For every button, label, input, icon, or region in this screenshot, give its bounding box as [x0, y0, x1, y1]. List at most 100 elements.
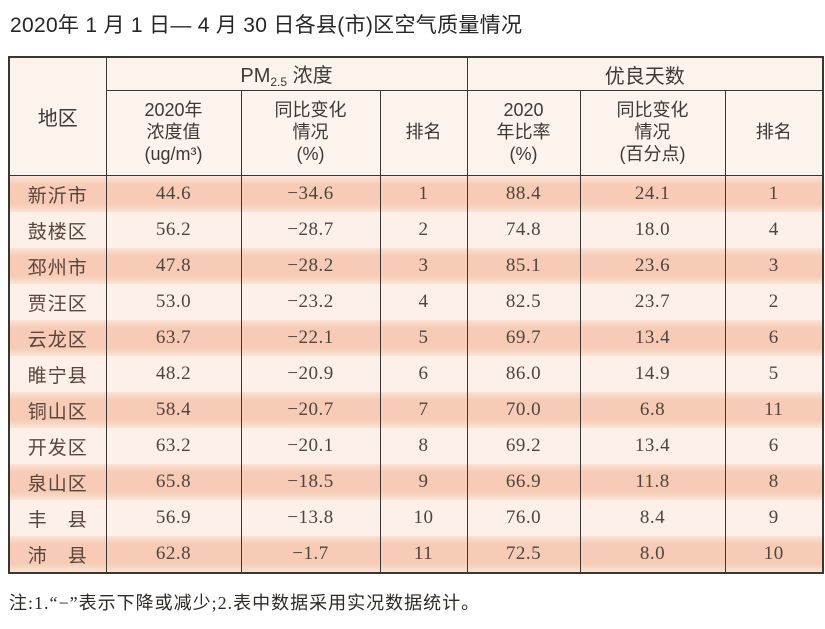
col-header-good-rank: 排名 [724, 90, 824, 176]
pm-value-cell: 47.8 [105, 248, 242, 284]
region-cell: 开发区 [8, 428, 107, 464]
good-rank-cell: 6 [724, 428, 824, 464]
region-cell: 贾汪区 [8, 284, 107, 320]
table-row: 铜山区 58.4 −20.7 7 70.0 6.8 11 [8, 392, 824, 428]
pm-change-cell: −22.1 [240, 320, 381, 356]
pm-rank-cell: 4 [379, 284, 468, 320]
region-cell: 沛 县 [8, 536, 107, 573]
header-group-row: 地区 PM2.5 浓度 优良天数 [8, 56, 824, 176]
pm-change-cell: −20.1 [240, 428, 381, 464]
pm-change-cell: −20.7 [240, 392, 381, 428]
pm-value-cell: 62.8 [105, 536, 242, 573]
pm-change-cell: −13.8 [240, 500, 381, 536]
table-row: 新沂市 44.6 −34.6 1 88.4 24.1 1 [8, 175, 824, 212]
good-ratio-cell: 66.9 [466, 464, 581, 500]
good-ratio-cell: 82.5 [466, 284, 581, 320]
good-change-cell: 13.4 [579, 428, 726, 464]
pm-change-cell: −1.7 [240, 536, 381, 573]
good-change-cell: 6.8 [579, 392, 726, 428]
good-change-cell: 23.6 [579, 248, 726, 284]
pm-value-cell: 65.8 [105, 464, 242, 500]
pm-rank-cell: 11 [379, 536, 468, 573]
table-row: 丰 县 56.9 −13.8 10 76.0 8.4 9 [8, 500, 824, 536]
pm-rank-cell: 3 [379, 248, 468, 284]
table-header: 地区 PM2.5 浓度 优良天数 2020年 浓度值 (ug/m³) 同比变化 … [8, 56, 824, 176]
region-cell: 睢宁县 [8, 356, 107, 392]
pm-change-cell: −20.9 [240, 356, 381, 392]
good-rank-cell: 10 [724, 536, 824, 573]
good-ratio-cell: 69.2 [466, 428, 581, 464]
good-change-cell: 23.7 [579, 284, 726, 320]
good-ratio-cell: 86.0 [466, 356, 581, 392]
good-change-cell: 24.1 [579, 175, 726, 212]
pm-rank-cell: 6 [379, 356, 468, 392]
good-ratio-cell: 88.4 [466, 175, 581, 212]
pm-rank-cell: 2 [379, 212, 468, 248]
pm25-label-suffix: 浓度 [287, 65, 333, 87]
pm-rank-cell: 7 [379, 392, 468, 428]
good-change-cell: 13.4 [579, 320, 726, 356]
good-rank-cell: 9 [724, 500, 824, 536]
pm-value-cell: 56.2 [105, 212, 242, 248]
pm-value-cell: 63.2 [105, 428, 242, 464]
pm-rank-cell: 5 [379, 320, 468, 356]
good-rank-cell: 11 [724, 392, 824, 428]
good-ratio-cell: 74.8 [466, 212, 581, 248]
good-rank-cell: 2 [724, 284, 824, 320]
good-rank-cell: 8 [724, 464, 824, 500]
region-cell: 丰 县 [8, 500, 107, 536]
table-row: 泉山区 65.8 −18.5 9 66.9 11.8 8 [8, 464, 824, 500]
table-body: 新沂市 44.6 −34.6 1 88.4 24.1 1 鼓楼区 56.2 −2… [8, 175, 824, 573]
col-header-pm-rank: 排名 [379, 90, 468, 176]
table-row: 睢宁县 48.2 −20.9 6 86.0 14.9 5 [8, 356, 824, 392]
pm-change-cell: −28.7 [240, 212, 381, 248]
table-row: 鼓楼区 56.2 −28.7 2 74.8 18.0 4 [8, 212, 824, 248]
col-group-pm25: PM2.5 浓度 [105, 56, 468, 91]
pm-rank-cell: 1 [379, 175, 468, 212]
region-cell: 邳州市 [8, 248, 107, 284]
good-change-cell: 8.0 [579, 536, 726, 573]
pm-rank-cell: 8 [379, 428, 468, 464]
good-change-cell: 11.8 [579, 464, 726, 500]
article-page: 2020年 1 月 1 日— 4 月 30 日各县(市)区空气质量情况 地区 P… [0, 9, 825, 615]
col-group-good-days: 优良天数 [466, 56, 824, 91]
header-sub-row: 2020年 浓度值 (ug/m³) 同比变化 情况 (%) 排名 2020 年比… [9, 90, 824, 176]
table-row: 邳州市 47.8 −28.2 3 85.1 23.6 3 [8, 248, 824, 284]
pm25-label-prefix: PM [240, 65, 271, 87]
region-cell: 新沂市 [8, 175, 107, 212]
good-change-cell: 8.4 [579, 500, 726, 536]
pm-value-cell: 48.2 [105, 356, 242, 392]
table-row: 贾汪区 53.0 −23.2 4 82.5 23.7 2 [8, 284, 824, 320]
pm-rank-cell: 10 [379, 500, 468, 536]
page-title: 2020年 1 月 1 日— 4 月 30 日各县(市)区空气质量情况 [10, 14, 523, 37]
pm-change-cell: −28.2 [240, 248, 381, 284]
pm-change-cell: −23.2 [240, 284, 381, 320]
col-header-pm-value: 2020年 浓度值 (ug/m³) [105, 90, 242, 176]
region-cell: 鼓楼区 [8, 212, 107, 248]
region-cell: 泉山区 [8, 464, 107, 500]
good-rank-cell: 5 [724, 356, 824, 392]
region-cell: 铜山区 [8, 392, 107, 428]
pm-change-cell: −18.5 [240, 464, 381, 500]
good-ratio-cell: 76.0 [466, 500, 581, 536]
pm-rank-cell: 9 [379, 464, 468, 500]
col-header-pm-change: 同比变化 情况 (%) [240, 90, 381, 176]
good-ratio-cell: 69.7 [466, 320, 581, 356]
region-cell: 云龙区 [8, 320, 107, 356]
footnote: 注:1.“−”表示下降或减少;2.表中数据采用实况数据统计。 [9, 593, 481, 613]
pm-change-cell: −34.6 [240, 175, 381, 212]
pm-value-cell: 44.6 [105, 175, 242, 212]
good-rank-cell: 3 [724, 248, 824, 284]
good-ratio-cell: 85.1 [466, 248, 581, 284]
table-row: 云龙区 63.7 −22.1 5 69.7 13.4 6 [8, 320, 824, 356]
pm-value-cell: 63.7 [105, 320, 242, 356]
good-ratio-cell: 72.5 [466, 536, 581, 573]
good-change-cell: 18.0 [579, 212, 726, 248]
table-row: 沛 县 62.8 −1.7 11 72.5 8.0 10 [8, 536, 824, 573]
good-rank-cell: 6 [724, 320, 824, 356]
pm-value-cell: 56.9 [105, 500, 242, 536]
pm25-label-subscript: 2.5 [270, 75, 288, 89]
good-ratio-cell: 70.0 [466, 392, 581, 428]
good-rank-cell: 1 [724, 175, 824, 212]
pm-value-cell: 58.4 [105, 392, 242, 428]
